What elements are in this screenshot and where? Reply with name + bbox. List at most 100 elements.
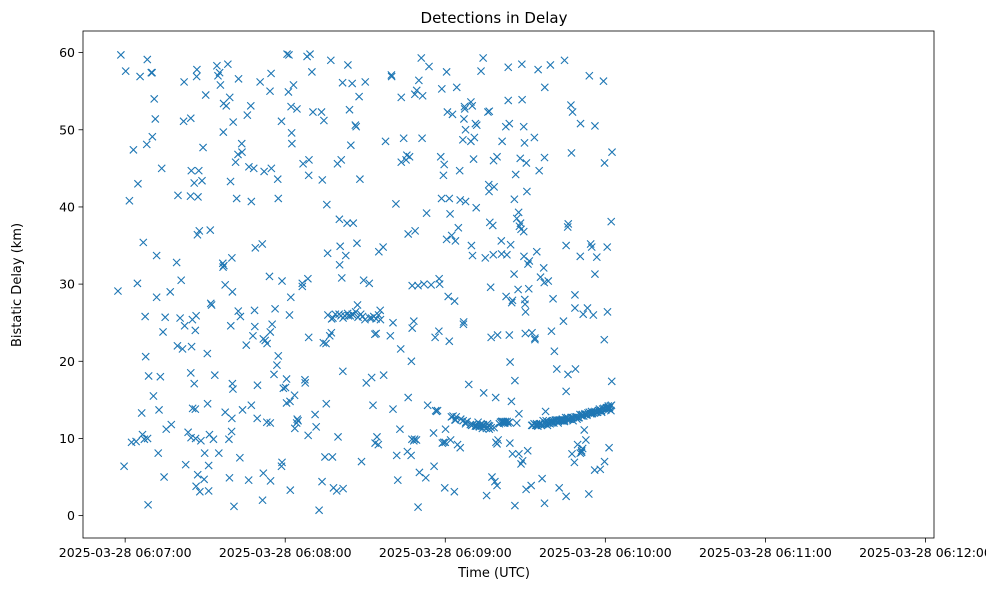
data-point-0-42 <box>173 191 182 200</box>
data-point-0-40 <box>172 258 181 267</box>
data-point-0-597 <box>570 458 579 467</box>
data-point-0-291 <box>391 199 400 208</box>
data-point-0-510 <box>527 481 536 490</box>
data-point-0-202 <box>308 108 317 117</box>
data-point-0-670 <box>605 443 614 452</box>
data-point-0-3 <box>121 67 130 76</box>
data-point-0-27 <box>151 114 160 123</box>
data-point-0-415 <box>481 253 490 262</box>
data-point-0-29 <box>152 251 161 260</box>
data-point-0-400 <box>472 203 481 212</box>
data-point-0-133 <box>247 197 256 206</box>
data-point-0-2 <box>120 462 129 471</box>
data-point-0-53 <box>186 368 195 377</box>
data-point-0-4 <box>125 196 134 205</box>
y-axis-title: Bistatic Delay (km) <box>10 223 25 347</box>
data-point-0-225 <box>332 486 341 495</box>
data-point-0-48 <box>180 321 189 330</box>
data-point-0-263 <box>359 276 368 285</box>
data-point-0-59 <box>190 379 199 388</box>
data-point-0-73 <box>195 487 204 496</box>
data-point-0-176 <box>286 397 294 406</box>
data-point-0-159 <box>271 304 280 313</box>
data-point-0-32 <box>156 372 165 381</box>
data-point-0-463 <box>503 419 512 428</box>
data-point-0-432 <box>488 221 497 230</box>
data-point-0-9 <box>133 179 142 188</box>
data-point-0-282 <box>376 315 385 324</box>
data-point-0-478 <box>510 501 519 510</box>
data-point-0-145 <box>259 469 268 478</box>
data-point-0-181 <box>287 139 296 148</box>
data-point-0-203 <box>311 410 320 419</box>
data-point-0-382 <box>461 197 470 206</box>
y-axis: 0 10 20 30 40 50 60 <box>59 45 83 523</box>
data-point-0-354 <box>445 194 454 203</box>
data-point-0-355 <box>446 209 455 218</box>
data-point-0-483 <box>514 285 523 294</box>
data-point-0-374 <box>458 135 467 144</box>
data-point-0-162 <box>274 351 283 360</box>
data-point-0-336 <box>434 327 443 336</box>
data-point-0-477 <box>510 195 519 204</box>
data-point-0-361 <box>450 487 459 496</box>
data-point-0-123 <box>236 312 245 321</box>
data-point-0-308 <box>408 281 417 290</box>
data-point-0-331 <box>430 462 439 471</box>
data-point-0-323 <box>418 91 427 100</box>
data-point-0-657 <box>600 335 609 344</box>
data-point-0-275 <box>372 329 381 338</box>
data-point-0-78 <box>200 449 209 458</box>
data-point-0-504 <box>522 158 531 167</box>
data-point-0-339 <box>436 152 445 161</box>
data-point-0-79 <box>201 91 210 100</box>
data-point-0-474 <box>508 449 517 458</box>
data-point-0-641 <box>590 121 599 130</box>
data-point-0-598 <box>570 304 579 313</box>
data-point-0-289 <box>389 318 397 327</box>
data-point-0-379 <box>460 102 469 111</box>
data-point-0-171 <box>282 375 291 384</box>
data-point-0-369 <box>454 223 463 232</box>
data-point-0-290 <box>389 405 397 414</box>
data-point-0-189 <box>298 279 307 288</box>
data-point-0-205 <box>315 506 324 515</box>
data-point-0-136 <box>250 306 259 315</box>
data-point-0-177 <box>286 486 295 495</box>
data-point-0-431 <box>487 473 496 482</box>
data-point-0-212 <box>322 339 331 348</box>
data-point-0-380 <box>460 104 469 113</box>
data-point-0-152 <box>266 419 275 428</box>
data-point-0-292 <box>392 451 401 460</box>
data-point-0-437 <box>490 477 499 486</box>
data-point-0-471 <box>506 240 515 249</box>
data-point-0-158 <box>270 370 278 379</box>
data-point-0-390 <box>467 241 476 250</box>
data-point-0-396 <box>470 133 479 142</box>
data-point-0-335 <box>433 406 442 415</box>
data-point-0-495 <box>519 227 528 236</box>
data-point-0-130 <box>244 162 253 171</box>
data-point-0-622 <box>581 436 590 444</box>
data-point-0-142 <box>258 240 267 248</box>
data-point-0-46 <box>179 117 188 126</box>
data-point-0-157 <box>268 320 277 329</box>
data-point-0-488 <box>516 154 525 163</box>
data-point-0-110 <box>227 414 236 423</box>
data-point-0-101 <box>221 280 230 289</box>
data-point-0-383 <box>461 125 470 134</box>
data-point-0-502 <box>521 307 530 316</box>
data-point-0-23 <box>148 68 157 77</box>
data-point-0-196 <box>304 431 313 440</box>
data-point-0-90 <box>212 61 221 70</box>
data-point-0-340 <box>437 194 446 203</box>
data-point-0-105 <box>225 473 234 482</box>
data-point-0-348 <box>441 425 450 434</box>
x-tick-label-0: 2025-03-28 06:07:00 <box>59 545 192 560</box>
data-point-0-279 <box>374 310 383 319</box>
data-point-0-503 <box>522 485 531 494</box>
data-point-0-306 <box>407 357 416 366</box>
data-point-0-352 <box>444 292 453 301</box>
data-point-0-83 <box>204 486 213 495</box>
data-point-0-610 <box>576 119 585 128</box>
